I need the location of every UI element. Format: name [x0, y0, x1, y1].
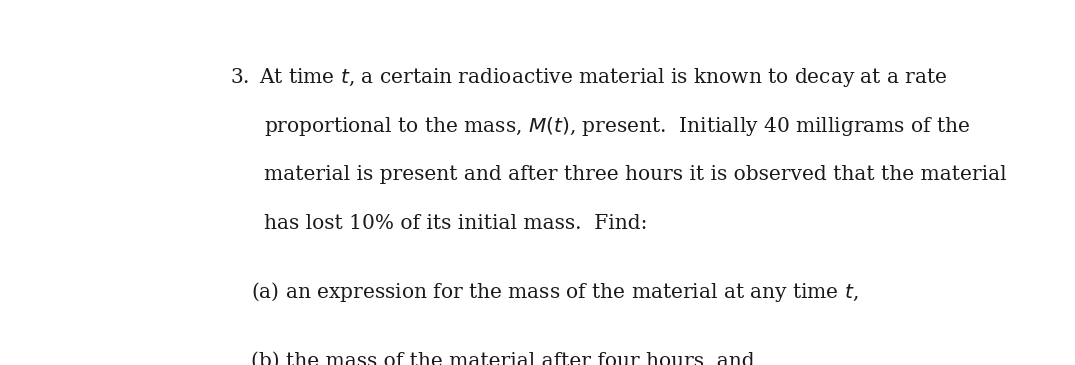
Text: (b) the mass of the material after four hours, and: (b) the mass of the material after four … [252, 351, 755, 365]
Text: proportional to the mass, $M(t)$, present.  Initially 40 milligrams of the: proportional to the mass, $M(t)$, presen… [263, 115, 970, 138]
Text: 3. At time $t$, a certain radioactive material is known to decay at a rate: 3. At time $t$, a certain radioactive ma… [230, 66, 947, 89]
Text: has lost 10% of its initial mass.  Find:: has lost 10% of its initial mass. Find: [263, 214, 647, 233]
Text: (a) an expression for the mass of the material at any time $t$,: (a) an expression for the mass of the ma… [252, 280, 859, 304]
Text: material is present and after three hours it is observed that the material: material is present and after three hour… [263, 165, 1006, 184]
